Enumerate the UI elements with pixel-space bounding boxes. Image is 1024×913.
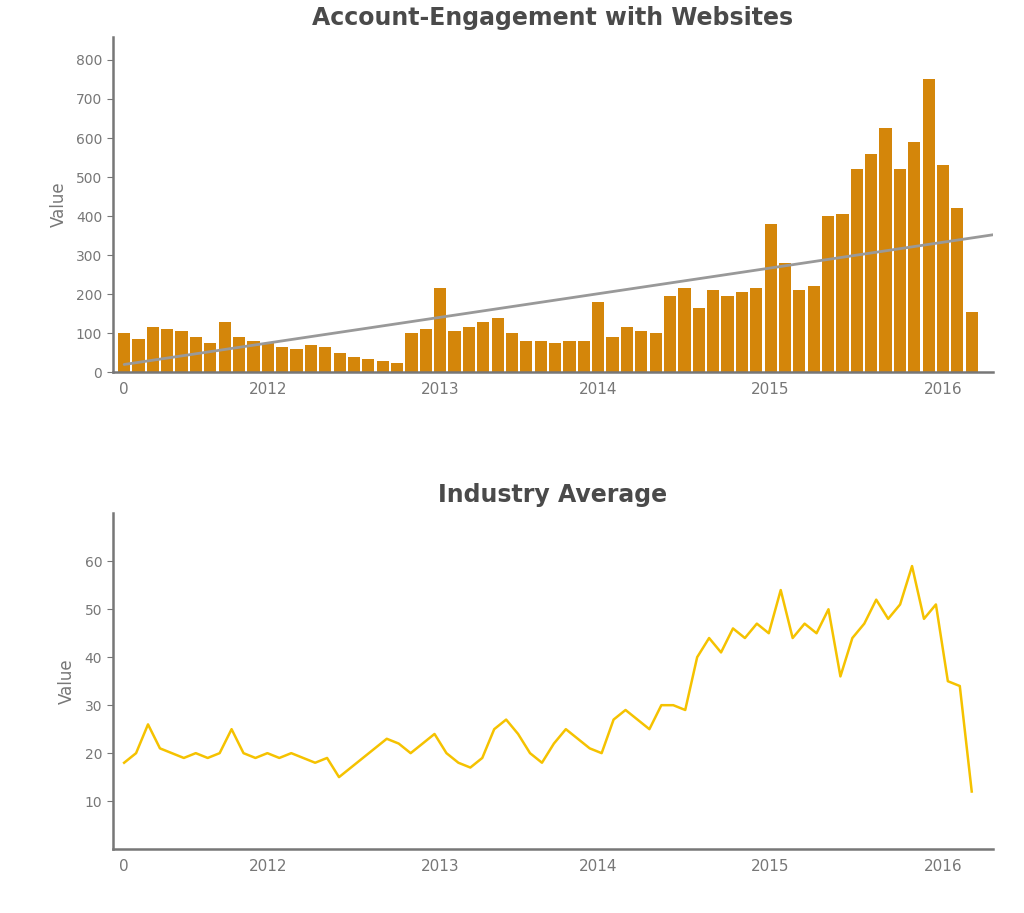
Bar xyxy=(132,339,144,373)
Bar xyxy=(578,341,590,373)
Bar xyxy=(204,343,216,373)
Bar xyxy=(851,169,863,373)
Bar xyxy=(808,287,820,373)
Bar xyxy=(894,169,906,373)
Bar xyxy=(765,224,777,373)
Bar xyxy=(951,208,964,373)
Bar xyxy=(535,341,547,373)
Bar xyxy=(161,330,173,373)
Bar xyxy=(377,361,389,373)
Bar xyxy=(262,343,273,373)
Bar xyxy=(362,359,375,373)
Bar xyxy=(794,290,806,373)
Bar xyxy=(678,289,690,373)
Y-axis label: Value: Value xyxy=(49,182,68,227)
Bar xyxy=(621,328,633,373)
Bar xyxy=(908,142,921,373)
Bar xyxy=(334,352,346,373)
Bar xyxy=(218,321,230,373)
Bar xyxy=(736,292,748,373)
Bar xyxy=(880,128,892,373)
Bar xyxy=(492,318,504,373)
Bar xyxy=(707,290,719,373)
Bar xyxy=(779,263,792,373)
Bar xyxy=(175,331,187,373)
Bar xyxy=(923,79,935,373)
Y-axis label: Value: Value xyxy=(58,658,76,704)
Bar xyxy=(563,341,575,373)
Bar xyxy=(319,347,332,373)
Bar xyxy=(692,308,705,373)
Bar xyxy=(606,337,618,373)
Bar xyxy=(937,165,949,373)
Bar xyxy=(664,296,676,373)
Bar xyxy=(305,345,317,373)
Bar xyxy=(189,337,202,373)
Title: Account-Engagement with Websites: Account-Engagement with Websites xyxy=(312,6,794,30)
Bar xyxy=(449,331,461,373)
Bar xyxy=(391,362,403,373)
Bar xyxy=(118,333,130,373)
Bar xyxy=(520,341,532,373)
Bar xyxy=(477,321,489,373)
Bar xyxy=(406,333,418,373)
Bar xyxy=(751,289,762,373)
Bar xyxy=(592,302,604,373)
Bar xyxy=(291,349,303,373)
Bar xyxy=(420,330,432,373)
Bar xyxy=(721,296,733,373)
Bar xyxy=(966,311,978,373)
Bar xyxy=(837,215,849,373)
Bar xyxy=(822,216,835,373)
Bar xyxy=(232,337,245,373)
Bar xyxy=(146,328,159,373)
Bar xyxy=(463,328,475,373)
Bar xyxy=(649,333,662,373)
Bar xyxy=(506,333,518,373)
Bar xyxy=(434,289,446,373)
Bar xyxy=(248,341,259,373)
Bar xyxy=(348,357,360,373)
Title: Industry Average: Industry Average xyxy=(438,483,668,508)
Bar xyxy=(276,347,289,373)
Bar xyxy=(549,343,561,373)
Bar xyxy=(635,331,647,373)
Bar xyxy=(865,153,878,373)
